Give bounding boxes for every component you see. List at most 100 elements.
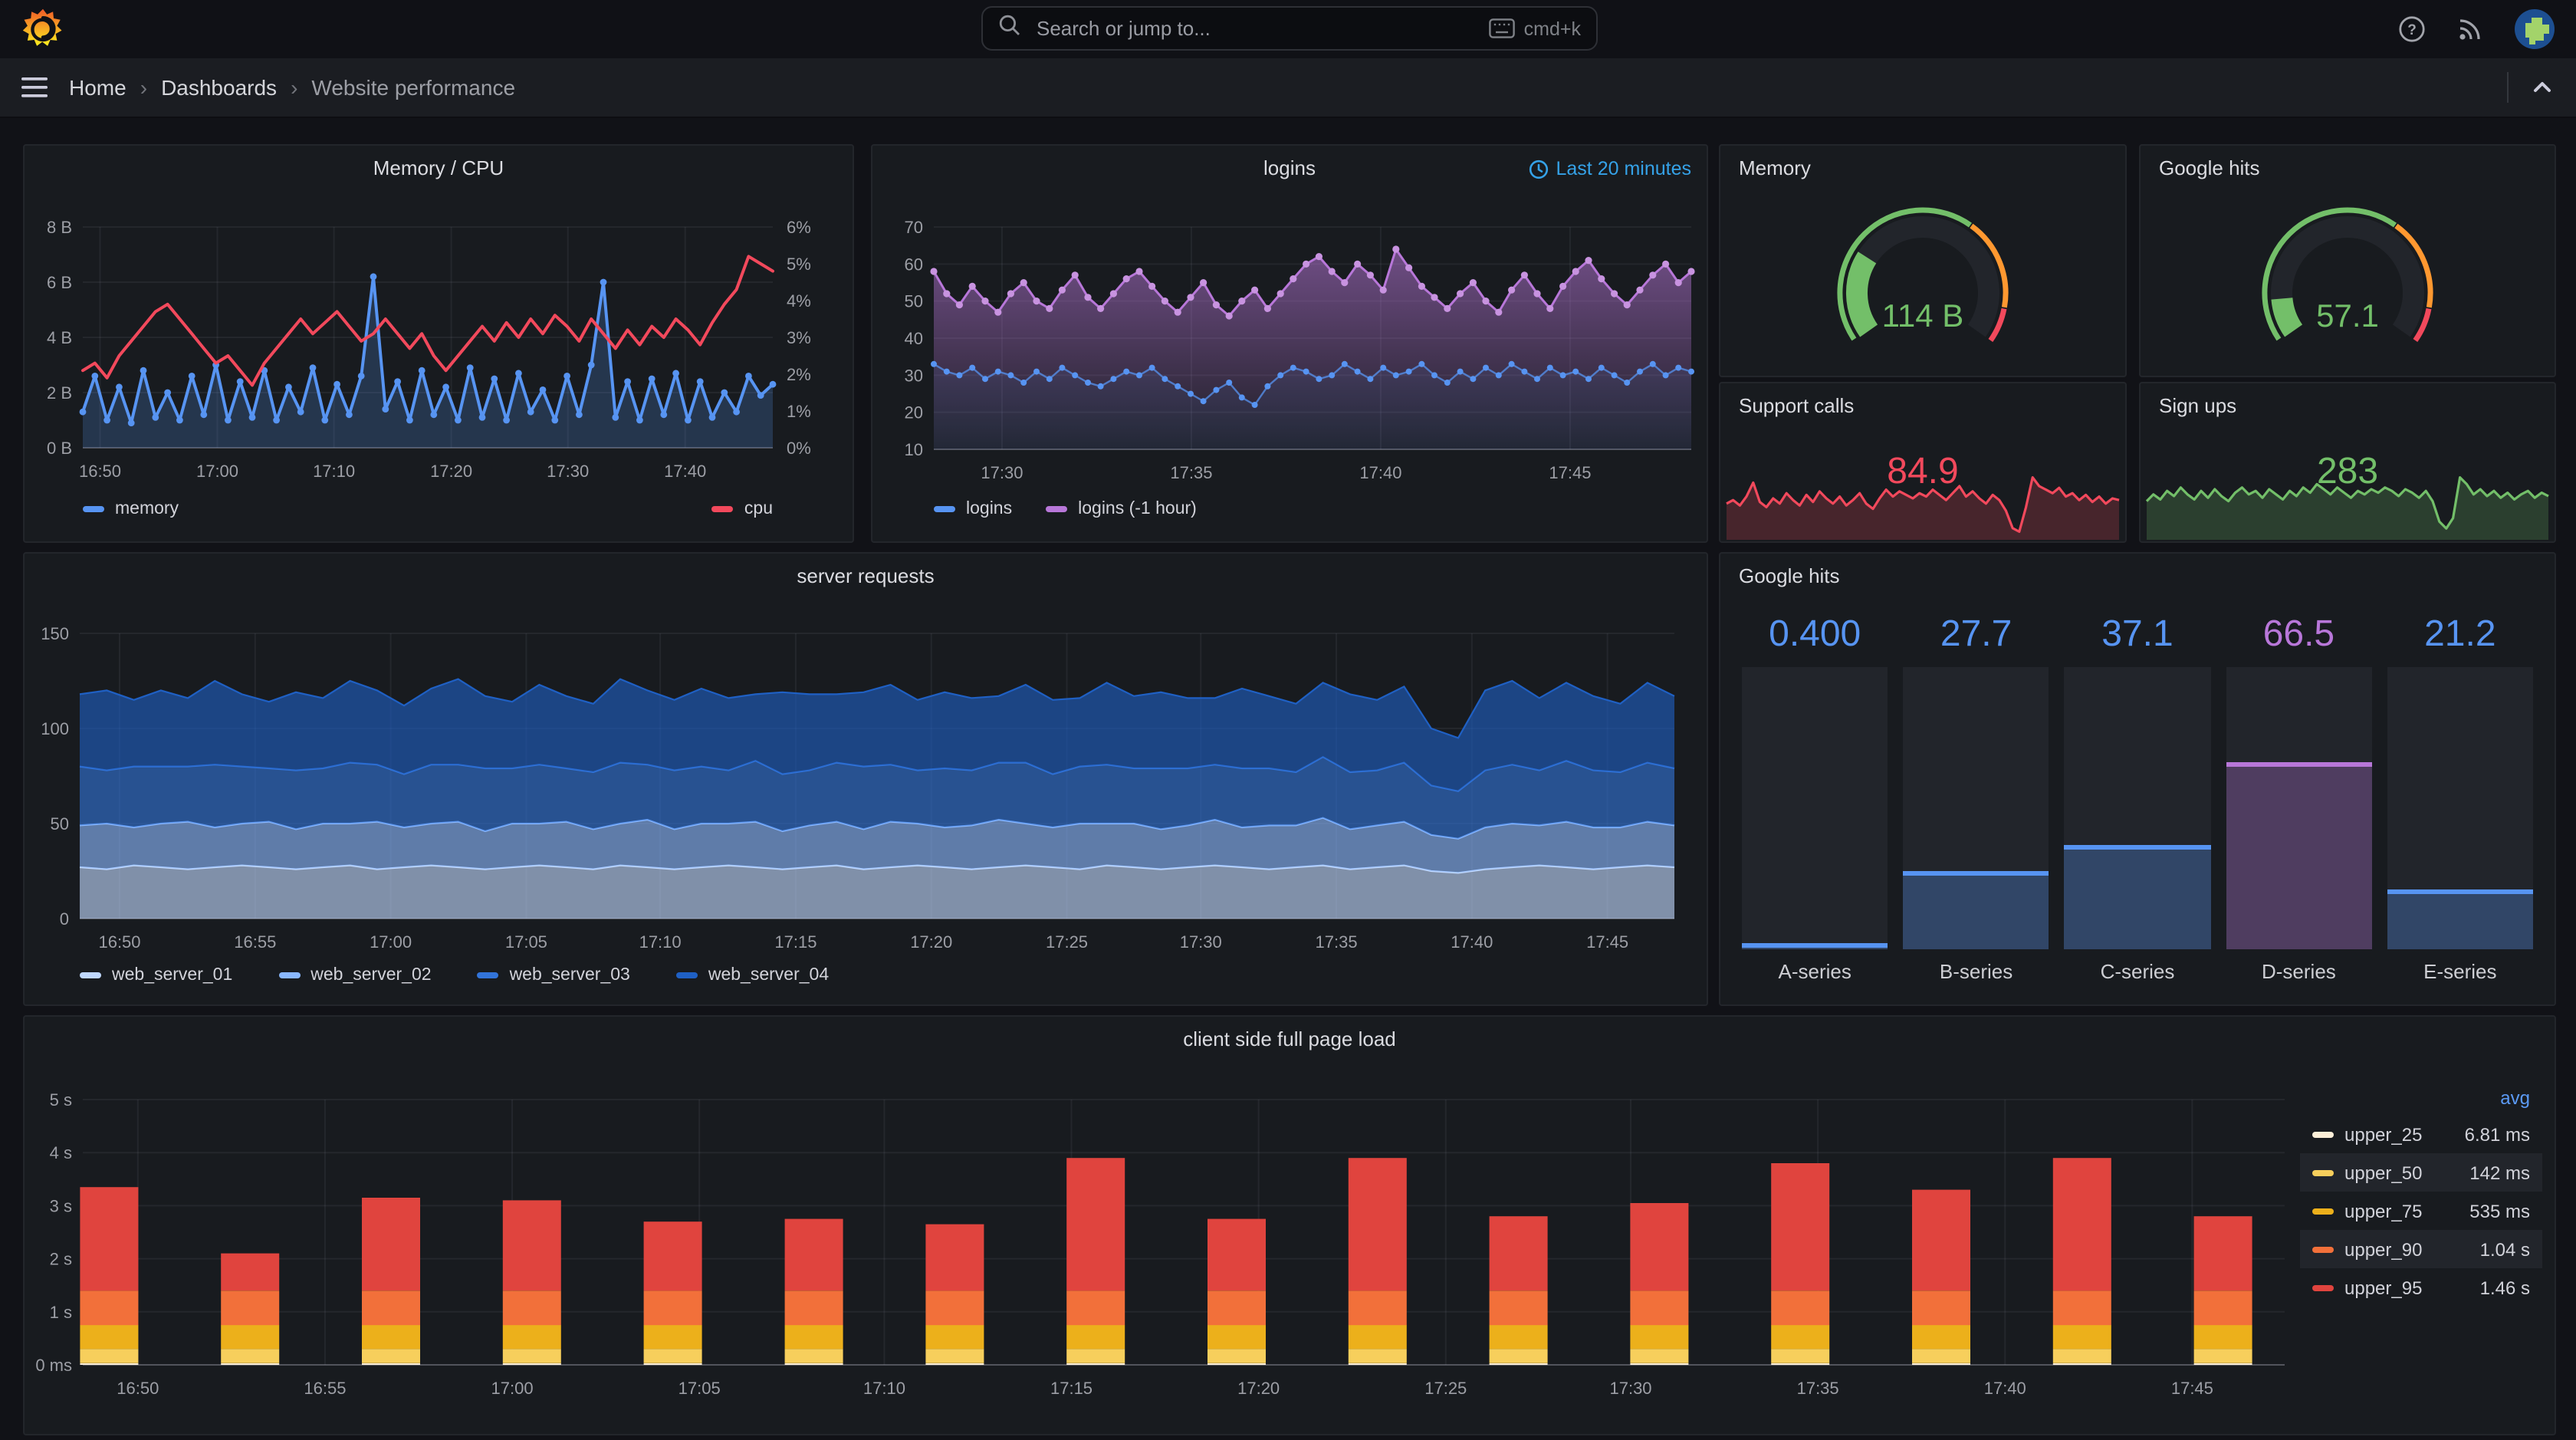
time-range-label[interactable]: Last 20 minutes [1529, 158, 1691, 179]
svg-text:17:25: 17:25 [1424, 1379, 1467, 1398]
svg-text:4 B: 4 B [47, 328, 72, 347]
memory-gauge[interactable] [1720, 146, 2125, 376]
svg-text:70: 70 [905, 218, 923, 237]
breadcrumb-home[interactable]: Home [69, 75, 127, 100]
panel-title[interactable]: Memory / CPU [373, 156, 504, 179]
search-icon [998, 13, 1021, 44]
legend-row-upper-75[interactable]: upper_75 535 ms [2300, 1192, 2542, 1230]
logins-chart[interactable]: 10 20 30 40 50 60 70 17:30 17:35 17:40 17:45 [872, 146, 1707, 541]
bar-gauge-fill [1903, 871, 2049, 949]
svg-text:2%: 2% [787, 365, 811, 384]
panel-logins: logins Last 20 minutes 10 20 30 40 50 60 70 17:… [871, 144, 1708, 543]
support-calls-sparkline[interactable] [1720, 465, 2125, 541]
panel-title[interactable]: Google hits [1739, 564, 1840, 587]
rss-icon[interactable] [2456, 15, 2484, 43]
legend-item-web-server-03[interactable]: web_server_03 [477, 966, 630, 985]
logins-swatch [934, 506, 955, 512]
server-requests-chart[interactable]: 0 50 100 150 16:50 16:55 17:00 17:05 17:10 17:15 1… [25, 554, 1707, 1004]
svg-text:20: 20 [905, 403, 923, 422]
svg-text:17:35: 17:35 [1170, 463, 1212, 482]
breadcrumb-current: Website performance [311, 75, 516, 100]
svg-text:17:05: 17:05 [678, 1379, 721, 1398]
svg-text:0: 0 [60, 909, 69, 929]
legend-item-memory[interactable]: memory [83, 500, 179, 518]
grafana-logo-icon[interactable] [21, 8, 64, 51]
svg-text:17:00: 17:00 [491, 1379, 534, 1398]
svg-text:17:15: 17:15 [1050, 1379, 1092, 1398]
stat-value: 84.9 [1887, 451, 1959, 492]
svg-text:17:30: 17:30 [547, 462, 589, 481]
sign-ups-sparkline[interactable] [2141, 465, 2555, 541]
breadcrumb-dashboards[interactable]: Dashboards [161, 75, 278, 100]
svg-text:?: ? [2407, 22, 2417, 38]
avatar[interactable] [2515, 9, 2555, 49]
upper-50-swatch [2312, 1169, 2334, 1175]
svg-text:17:40: 17:40 [664, 462, 706, 481]
svg-text:8 B: 8 B [47, 218, 72, 237]
svg-text:0 ms: 0 ms [35, 1356, 72, 1375]
legend: web_server_01 web_server_02 web_server_0… [80, 966, 829, 985]
panel-title[interactable]: Support calls [1739, 394, 1855, 417]
svg-text:16:50: 16:50 [98, 932, 140, 952]
search-input[interactable] [1033, 15, 1477, 41]
legend-row-upper-90[interactable]: upper_90 1.04 s [2300, 1230, 2542, 1268]
svg-text:1 s: 1 s [50, 1303, 72, 1322]
breadcrumb: Home › Dashboards › Website performance [69, 75, 515, 100]
panel-title[interactable]: Sign ups [2159, 394, 2237, 417]
search-shortcut: cmd+k [1488, 18, 1581, 39]
google-hits-gauge[interactable] [2141, 146, 2555, 376]
web-server-03-swatch [477, 972, 499, 978]
client-load-chart[interactable]: 0 ms 1 s 2 s 3 s 4 s 5 s 16:50 16:55 17:00 17:05 1… [25, 1017, 2555, 1434]
bar-value: 66.5 [2262, 613, 2335, 655]
help-icon[interactable]: ? [2398, 15, 2426, 43]
memory-cpu-chart[interactable]: 0 B 2 B 4 B 6 B 8 B 0% 1% 2% 3% 4% 5% 6% 16:50 17:00 1… [25, 146, 853, 541]
legend-row-upper-25[interactable]: upper_25 6.81 ms [2300, 1115, 2542, 1153]
legend-item-logins[interactable]: logins [934, 500, 1012, 518]
divider [2507, 72, 2509, 103]
legend-header-avg[interactable]: avg [2500, 1087, 2530, 1109]
bar-gauge-fill [1742, 943, 1888, 949]
stat-value: 283 [2316, 451, 2379, 492]
svg-text:17:40: 17:40 [1451, 932, 1493, 952]
legend-item-web-server-02[interactable]: web_server_02 [278, 966, 432, 985]
svg-text:17:15: 17:15 [774, 932, 816, 952]
search-bar[interactable]: cmd+k [981, 6, 1598, 51]
svg-text:17:40: 17:40 [1359, 463, 1401, 482]
svg-text:16:50: 16:50 [117, 1379, 159, 1398]
panel-title[interactable]: server requests [797, 564, 935, 587]
legend-row-upper-95[interactable]: upper_95 1.46 s [2300, 1268, 2542, 1307]
chevron-up-icon[interactable] [2530, 75, 2555, 100]
panel-google-hits-gauge: Google hits 57.1 [2139, 144, 2556, 377]
legend: logins logins (-1 hour) [934, 500, 1197, 518]
bar-gauge-track [2226, 667, 2372, 949]
panel-title[interactable]: logins [1263, 156, 1316, 179]
panel-support-calls: Support calls 84.9 [1719, 382, 2127, 543]
svg-text:17:30: 17:30 [981, 463, 1023, 482]
menu-icon[interactable] [21, 77, 48, 98]
svg-text:2 s: 2 s [50, 1250, 72, 1269]
legend-item-web-server-04[interactable]: web_server_04 [675, 966, 829, 985]
bar-gauge-fill [2226, 761, 2372, 949]
legend-item-web-server-01[interactable]: web_server_01 [80, 966, 232, 985]
svg-text:17:45: 17:45 [1549, 463, 1591, 482]
legend-row-upper-50[interactable]: upper_50 142 ms [2300, 1153, 2542, 1192]
svg-text:17:20: 17:20 [430, 462, 472, 481]
legend: memory cpu [83, 500, 773, 518]
bar-label: C-series [2100, 960, 2175, 983]
panel-title[interactable]: Memory [1739, 156, 1811, 179]
bar-gauge-track [2064, 667, 2211, 949]
svg-text:17:35: 17:35 [1316, 932, 1358, 952]
web-server-01-swatch [80, 972, 101, 978]
svg-text:4 s: 4 s [50, 1143, 72, 1162]
bar-label: E-series [2423, 960, 2497, 983]
svg-text:30: 30 [905, 366, 923, 385]
panel-memory-cpu: Memory / CPU 0 B 2 B 4 B 6 B 8 B 0% 1% 2% 3% 4% 5%… [23, 144, 854, 543]
panel-title[interactable]: client side full page load [1183, 1027, 1396, 1050]
svg-text:40: 40 [905, 329, 923, 348]
keyboard-icon [1488, 18, 1515, 38]
legend-item-cpu[interactable]: cpu [711, 500, 773, 518]
panel-title[interactable]: Google hits [2159, 156, 2260, 179]
legend-item-logins-1h[interactable]: logins (-1 hour) [1046, 500, 1197, 518]
panel-sign-ups: Sign ups 283 [2139, 382, 2556, 543]
